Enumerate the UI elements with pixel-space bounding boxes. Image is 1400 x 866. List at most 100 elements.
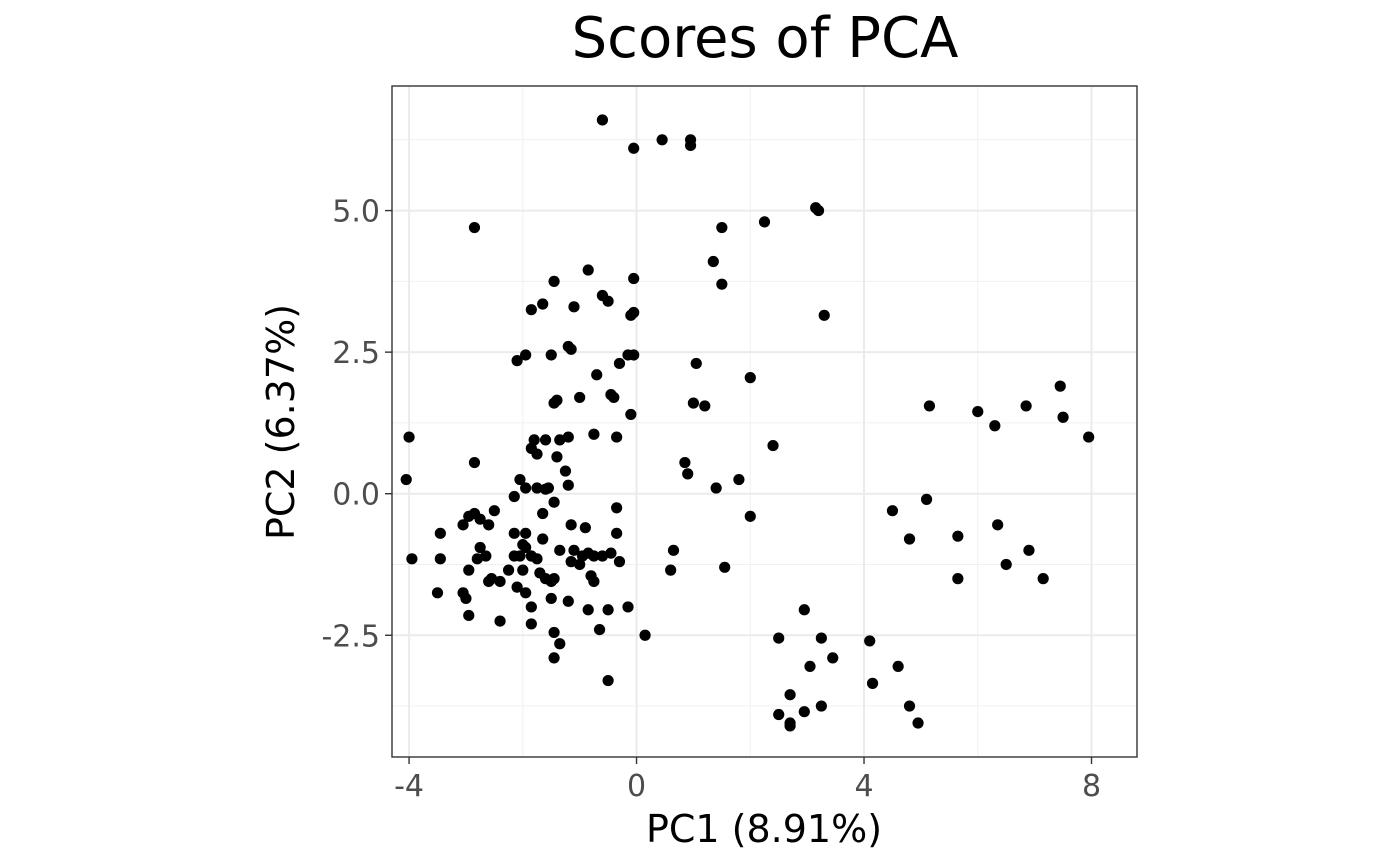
data-point [602, 674, 614, 687]
data-point [952, 530, 964, 542]
data-point [1037, 573, 1049, 585]
data-point [767, 439, 779, 452]
data-point [744, 510, 756, 522]
data-point [804, 660, 816, 673]
data-point [582, 264, 594, 276]
data-point [602, 604, 614, 616]
data-point [952, 573, 964, 585]
data-point [903, 533, 916, 545]
y-tick-label: -2.5 [321, 619, 380, 654]
data-point [520, 541, 532, 554]
data-point [471, 553, 483, 565]
data-point [972, 405, 984, 418]
data-point [554, 434, 566, 446]
data-point [548, 652, 560, 664]
x-tick-label: -4 [394, 769, 424, 804]
data-point [815, 632, 827, 644]
y-tick-label: 2.5 [332, 336, 380, 371]
data-point [463, 609, 475, 622]
data-point [784, 689, 796, 701]
x-tick-label: 8 [1082, 769, 1101, 804]
data-point [920, 493, 933, 505]
data-point [613, 556, 626, 568]
data-point [562, 595, 574, 607]
data-point [551, 451, 563, 463]
data-point [773, 632, 785, 644]
data-point [514, 473, 526, 486]
data-point [1000, 558, 1012, 571]
data-point [537, 533, 549, 545]
data-point [667, 544, 680, 556]
data-point [406, 553, 418, 565]
data-point [559, 465, 572, 477]
data-point [531, 448, 543, 460]
y-axis-title: PC2 (6.37%) [259, 304, 303, 540]
x-axis-title: PC1 (8.91%) [646, 807, 882, 851]
data-point [588, 550, 600, 562]
data-point [699, 400, 711, 412]
data-point [639, 629, 651, 641]
data-point [434, 527, 446, 539]
data-point [611, 502, 623, 514]
data-point [744, 372, 756, 384]
data-point [525, 618, 537, 630]
data-point [483, 575, 495, 588]
data-point [548, 275, 560, 287]
data-point [537, 298, 549, 310]
data-point [798, 604, 810, 616]
data-point [574, 558, 586, 571]
data-point [812, 204, 825, 217]
data-point [511, 355, 523, 367]
data-point [494, 615, 506, 627]
data-point [548, 626, 560, 639]
data-point [554, 638, 566, 650]
data-point [554, 544, 566, 556]
data-point [665, 564, 677, 576]
data-point [628, 349, 640, 361]
data-point [1057, 411, 1069, 423]
data-point [611, 431, 623, 443]
data-point [684, 139, 697, 152]
data-point [520, 349, 532, 361]
data-point [562, 479, 574, 491]
data-point [582, 604, 594, 616]
data-point [591, 369, 603, 381]
data-point [520, 482, 532, 494]
data-point [562, 431, 574, 443]
x-tick-label: 0 [627, 769, 646, 804]
data-point [403, 431, 415, 443]
data-point [463, 564, 475, 576]
data-point [545, 575, 557, 588]
data-point [457, 519, 469, 531]
data-point [588, 428, 600, 440]
data-point [710, 482, 722, 494]
data-point [545, 349, 557, 361]
data-point [602, 295, 614, 307]
data-point [923, 400, 936, 412]
data-point [866, 677, 879, 689]
data-point [707, 255, 719, 268]
data-point [656, 134, 668, 146]
data-point [531, 553, 543, 565]
grid-major-lines [392, 86, 1137, 757]
y-tick-label: 5.0 [332, 195, 380, 230]
y-tick-label: 0.0 [332, 478, 380, 513]
data-point [679, 456, 691, 469]
plot-panel-border [391, 85, 1138, 758]
data-point [1054, 380, 1066, 392]
data-point [912, 717, 924, 729]
data-point [508, 527, 520, 539]
data-point [989, 420, 1001, 432]
data-point [593, 623, 606, 636]
data-point [579, 522, 591, 534]
data-point [611, 527, 623, 539]
data-point [434, 553, 446, 565]
scatter-points [400, 114, 1095, 732]
data-point [431, 587, 444, 599]
chart-title: Scores of PCA [571, 6, 959, 71]
data-point [514, 550, 526, 562]
data-point [460, 592, 472, 605]
data-point [568, 301, 580, 313]
data-point [622, 601, 634, 613]
data-point [574, 391, 586, 404]
